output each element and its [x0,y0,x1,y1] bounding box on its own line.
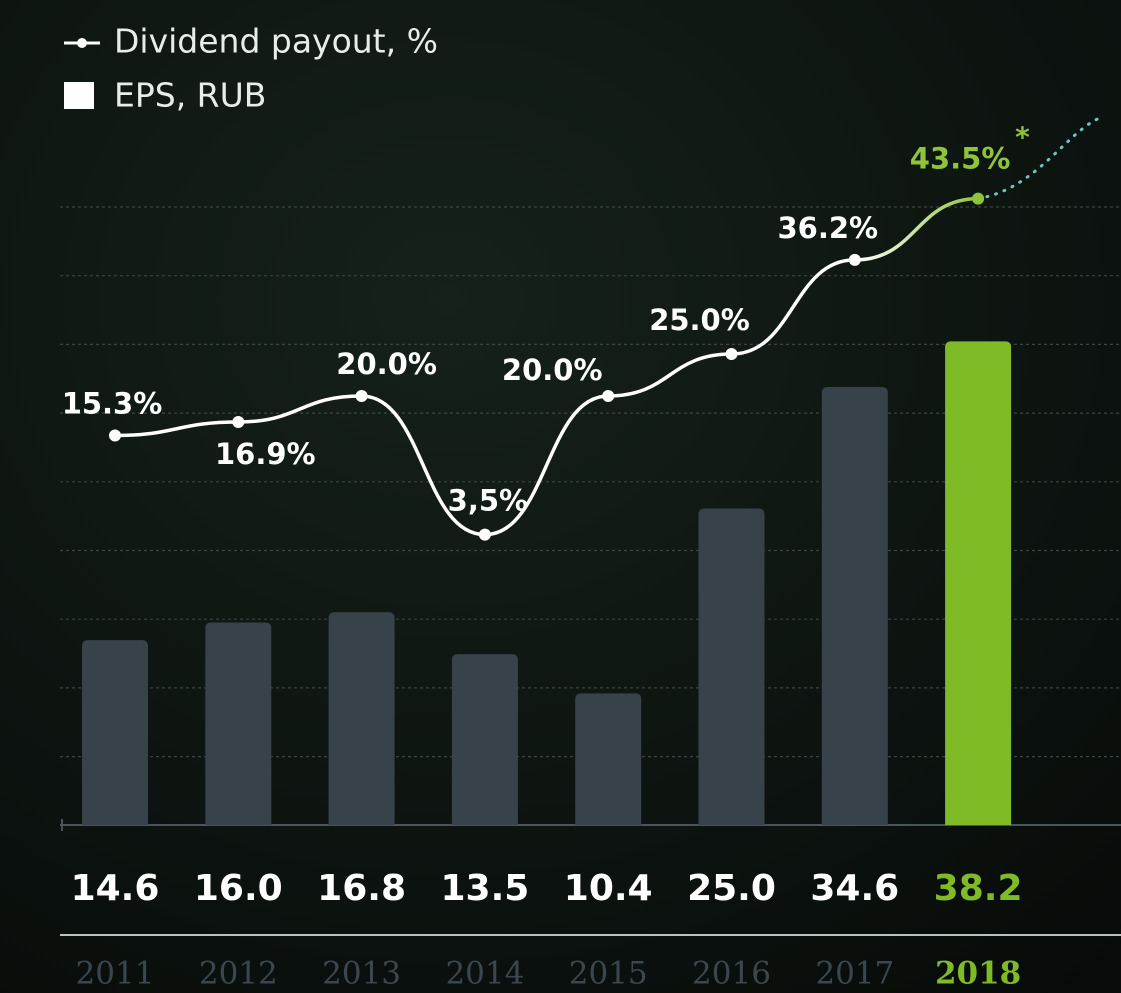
payout-value-label: 3,5% [448,484,528,518]
x-tick-label: 2015 [569,956,648,992]
legend-label: Dividend payout, % [114,22,438,61]
payout-point [109,429,121,442]
payout-point [972,192,985,205]
payout-point [725,348,738,360]
legend-dot-icon [77,38,87,48]
legend-square-icon [64,82,94,109]
payout-point [848,253,861,266]
bar-value-label: 16.0 [194,868,283,909]
projection-line [976,115,1105,201]
bar-value-label: 13.5 [440,868,529,909]
x-tick-label: 2011 [76,956,155,992]
bar [205,622,272,825]
x-tick-label: 2018 [935,956,1021,992]
payout-value-label: 16.9% [215,437,316,471]
payout-value-label: 20.0% [336,347,437,381]
bar-value-label: 10.4 [564,868,653,909]
bar-value-label: 14.6 [71,868,160,909]
bar [945,341,1012,825]
payout-point [478,528,491,541]
payout-value-label: 15.3% [62,386,163,420]
bar [82,640,148,825]
bar [698,508,765,825]
x-tick-label: 2013 [322,956,401,992]
bar-value-label: 38.2 [934,868,1023,909]
payout-point [232,416,245,429]
bar [328,612,395,825]
legend: Dividend payout, % EPS, RUB [64,22,438,115]
payout-value-label: 36.2% [777,211,878,245]
x-tick-label: 2016 [692,956,771,992]
bar [451,654,518,825]
bar [821,386,888,825]
payout-point [602,390,615,402]
bar-value-label: 25.0 [687,868,776,909]
payout-line [114,196,979,537]
annotation: * [1015,121,1030,154]
x-tick-label: 2017 [815,956,894,992]
x-tick-label: 2014 [445,956,524,992]
bar-value-label: 34.6 [810,868,899,909]
bar-value-label: 16.8 [317,868,406,909]
bar [575,693,642,825]
x-tick-label: 2012 [199,956,278,992]
payout-value-label: 20.0% [502,353,603,387]
payout-value-label: 43.5% [910,142,1011,176]
legend-label: EPS, RUB [114,76,266,115]
payout-point [355,390,368,402]
payout-value-label: 25.0% [649,303,750,337]
